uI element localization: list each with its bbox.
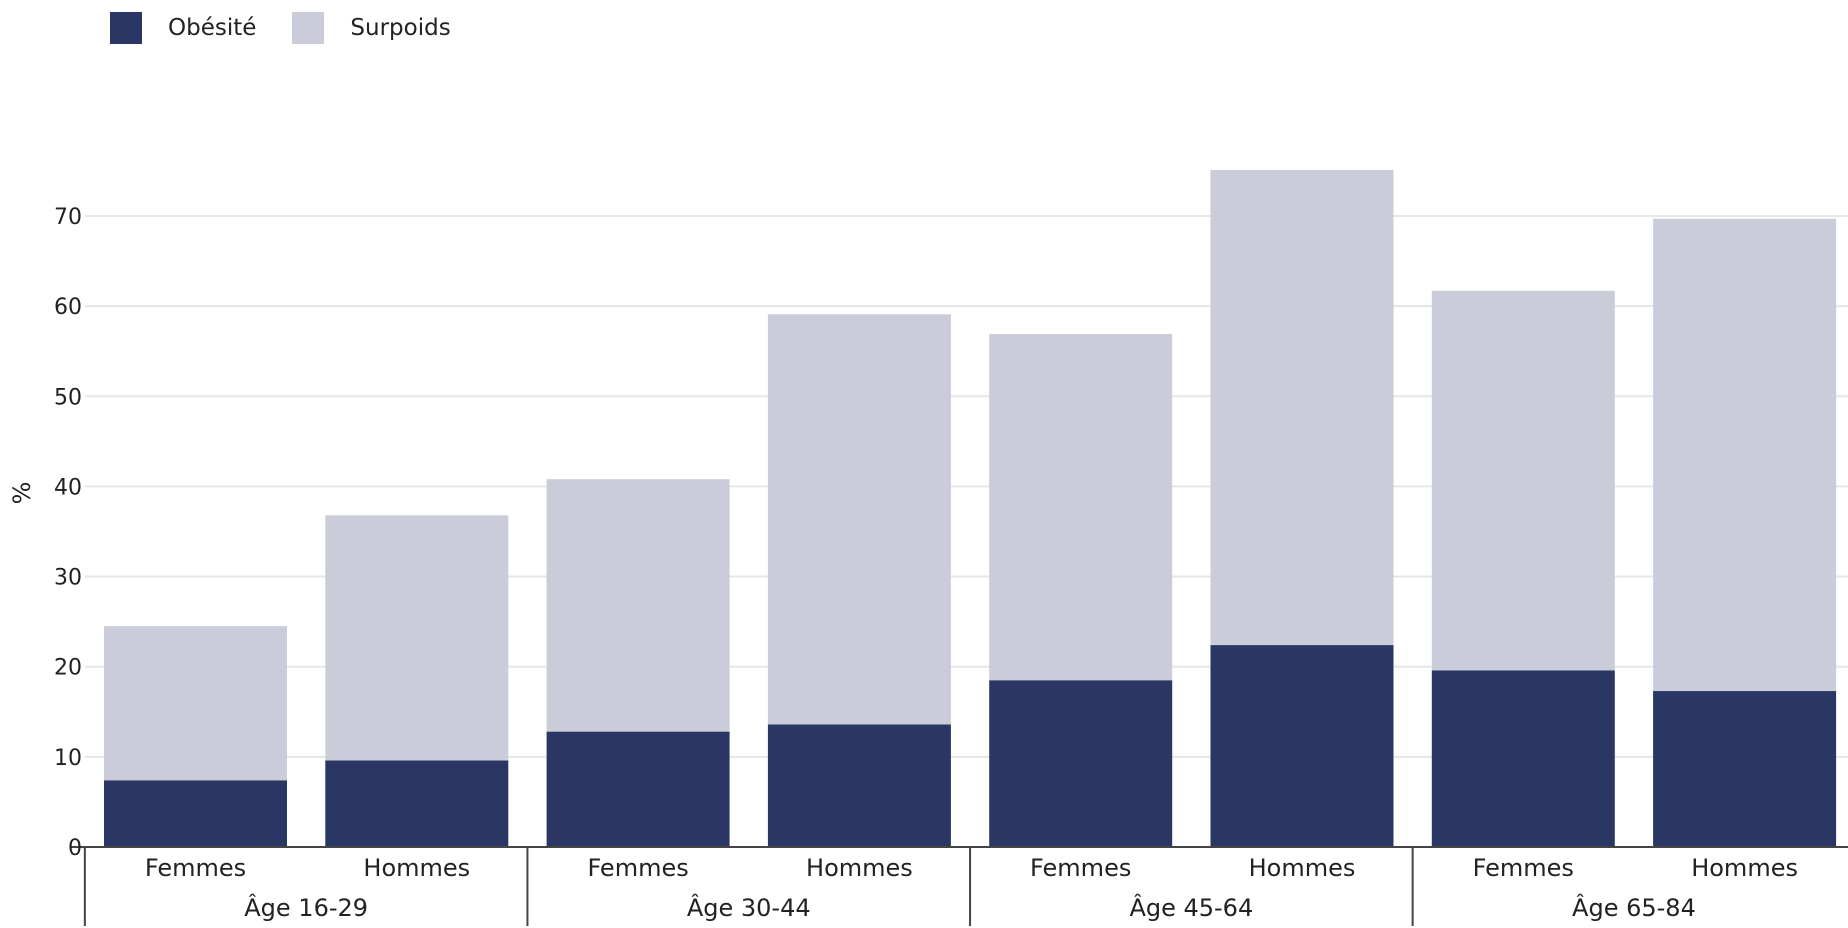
y-tick-label: 20 <box>54 656 82 681</box>
bar-overweight[interactable] <box>104 626 287 781</box>
bar-obesity[interactable] <box>1653 691 1837 847</box>
bar-overweight[interactable] <box>1431 290 1615 671</box>
bar-obesity[interactable] <box>1431 670 1615 847</box>
bars <box>104 169 1837 847</box>
legend-item-obesity[interactable]: Obésité <box>110 12 256 44</box>
bar-overweight[interactable] <box>989 334 1173 681</box>
bar-obesity[interactable] <box>1210 645 1394 847</box>
axes <box>70 846 1848 926</box>
x-group-label: Âge 30-44 <box>687 893 811 922</box>
x-tick-label: Hommes <box>806 854 913 882</box>
y-axis-title: % <box>8 482 36 505</box>
y-tick-label: 50 <box>54 385 82 410</box>
y-tick-label: 60 <box>54 295 82 320</box>
legend-label-overweight: Surpoids <box>350 15 451 41</box>
bar-obesity[interactable] <box>325 760 509 847</box>
x-tick-label: Femmes <box>587 854 688 882</box>
y-tick-label: 70 <box>54 205 82 230</box>
x-tick-label: Femmes <box>145 854 246 882</box>
bar-overweight[interactable] <box>1210 169 1394 646</box>
x-group-label: Âge 45-64 <box>1129 893 1253 922</box>
bar-obesity[interactable] <box>989 680 1173 847</box>
x-tick-label: Hommes <box>363 854 470 882</box>
x-tick-label: Femmes <box>1030 854 1131 882</box>
axis-labels: 0 10 20 30 40 50 60 70% Femmes Hommes Âge 16-29 Fem… <box>8 205 1798 922</box>
bar-obesity[interactable] <box>546 731 730 847</box>
bar-obesity[interactable] <box>767 724 951 847</box>
x-tick-label: Hommes <box>1249 854 1356 882</box>
legend-label-obesity: Obésité <box>168 15 257 41</box>
x-group-label: Âge 16-29 <box>244 893 368 922</box>
y-tick-label: 10 <box>54 746 82 771</box>
legend-item-overweight[interactable]: Surpoids <box>292 12 451 44</box>
bar-overweight[interactable] <box>325 515 509 761</box>
legend: Obésité Surpoids <box>110 12 487 44</box>
y-tick-label: 30 <box>54 566 82 591</box>
bar-overweight[interactable] <box>546 479 730 732</box>
bar-obesity[interactable] <box>104 780 287 847</box>
legend-swatch-obesity <box>110 12 142 44</box>
x-group-label: Âge 65-84 <box>1572 893 1696 922</box>
y-tick-label: 40 <box>54 475 82 500</box>
y-tick-label: 0 <box>68 836 82 861</box>
x-tick-label: Hommes <box>1691 854 1798 882</box>
x-tick-label: Femmes <box>1473 854 1574 882</box>
bar-overweight[interactable] <box>767 314 951 725</box>
legend-swatch-overweight <box>292 12 325 44</box>
bar-overweight[interactable] <box>1653 218 1837 692</box>
